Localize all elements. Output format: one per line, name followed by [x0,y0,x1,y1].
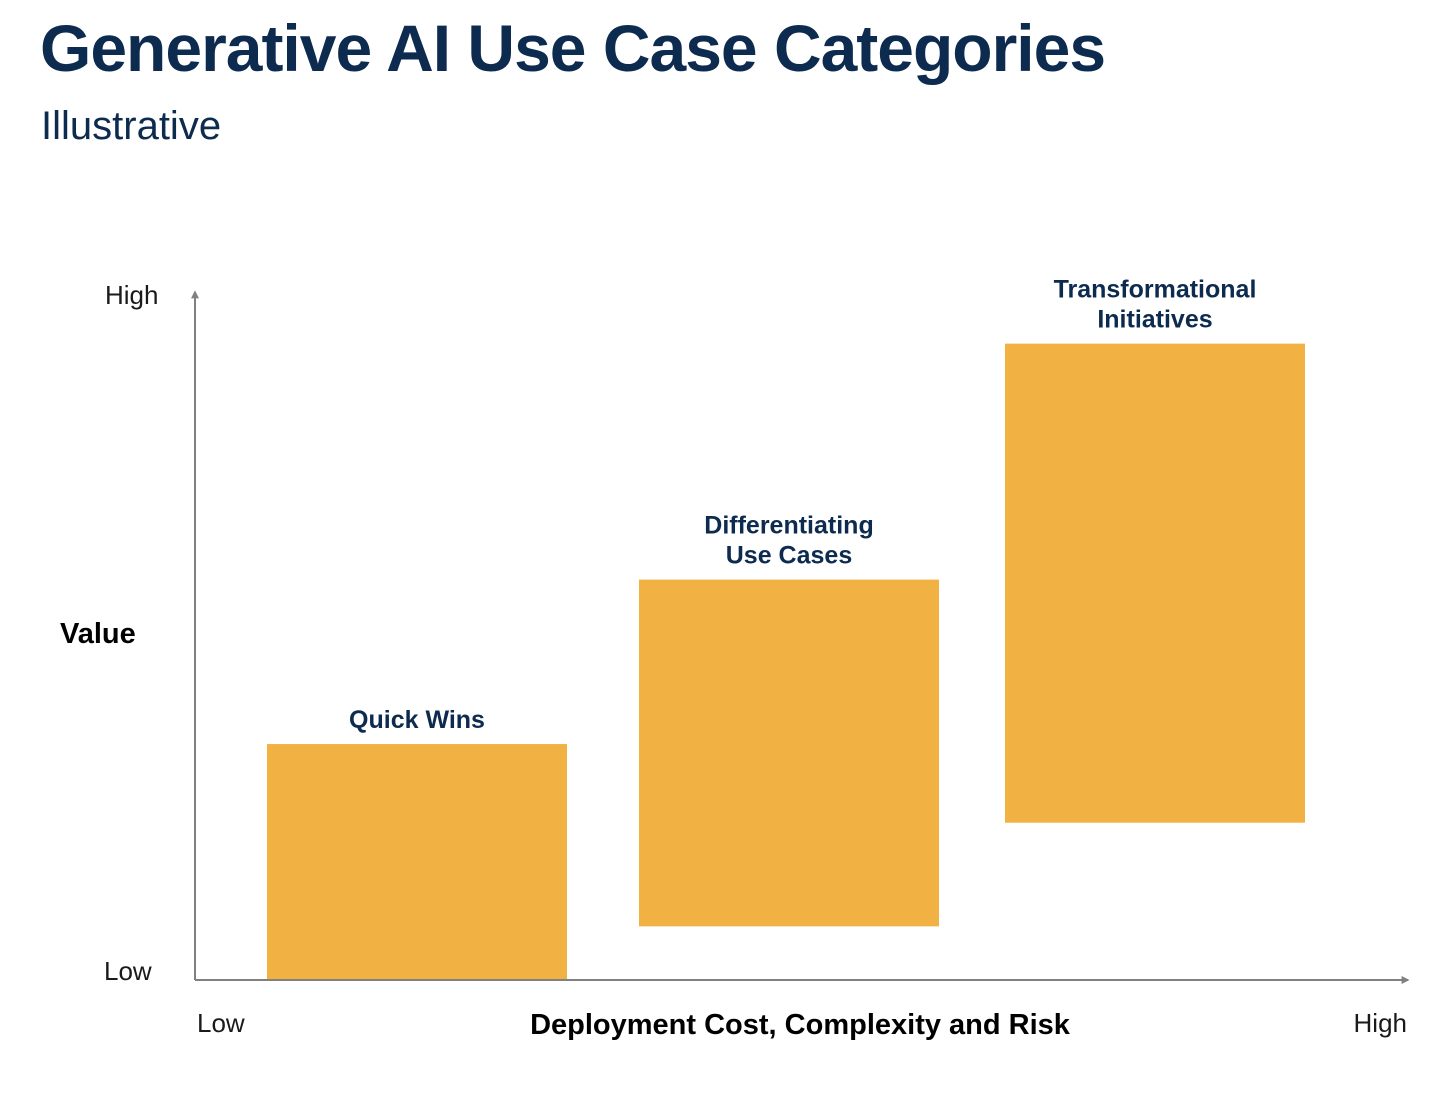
bar-label-line: Differentiating [704,512,873,540]
chart-title: Generative AI Use Case Categories [40,11,1106,85]
chart-subtitle: Illustrative [41,104,222,148]
bar-label-line: Initiatives [1097,306,1212,334]
y-axis-high-label: High [105,280,158,310]
bar-3 [1005,343,1305,823]
bar-label-line: Quick Wins [349,706,485,734]
bar-label-1: Quick Wins [349,706,485,734]
x-axis-title: Deployment Cost, Complexity and Risk [530,1009,1071,1041]
bars-group [267,343,1305,980]
bar-1 [267,744,567,980]
bar-label-2: Differentiating Use Cases [704,512,873,570]
bar-label-line: Use Cases [726,542,852,570]
bar-label-line: Transformational [1054,276,1257,304]
bar-label-3: Transformational Initiatives [1054,276,1257,334]
bar-labels-group: Quick Wins Differentiating Use Cases Transf… [349,276,1256,734]
x-axis-high-label: High [1354,1008,1407,1038]
x-axis-low-label: Low [197,1008,245,1038]
y-axis-title: Value [60,618,136,650]
y-axis-low-label: Low [104,956,152,986]
bar-2 [639,579,939,927]
